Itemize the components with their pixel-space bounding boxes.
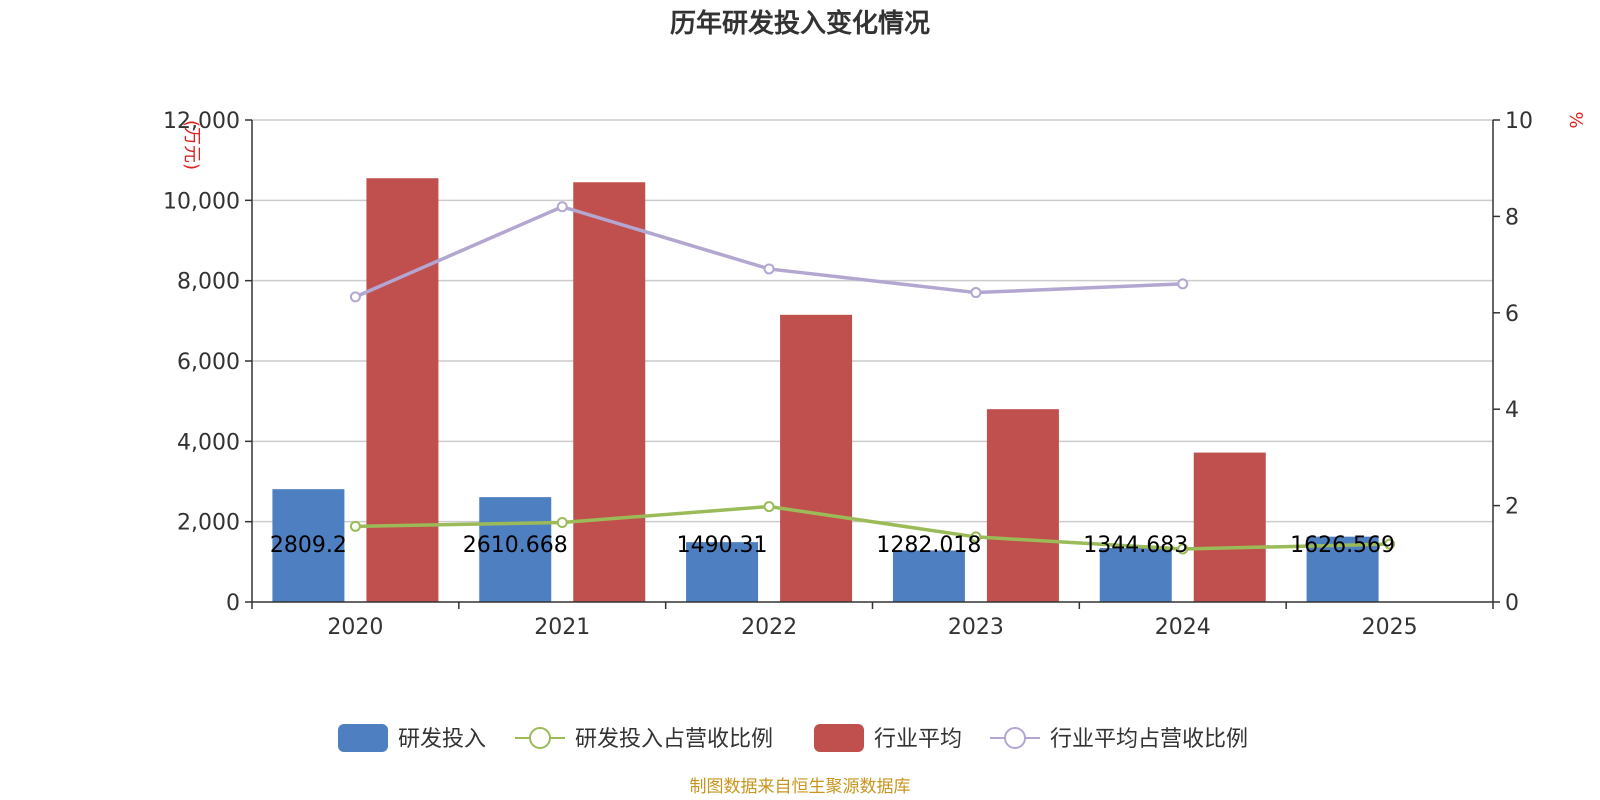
point-行业平均占营收比例 [970,287,982,299]
legend: 研发投入 研发投入占营收比例 行业平均 行业平均占营收比例 [338,724,1248,752]
line-研发投入占营收比例 [355,504,1390,551]
bar-行业平均 [573,182,646,602]
bar-data-label: 2610.668 [463,533,568,558]
line-行业平均占营收比例 [354,204,1183,299]
bar-行业平均 [780,314,853,602]
point-研发投入占营收比例 [1384,538,1396,550]
point-行业平均占营收比例 [763,263,775,275]
x-axis-tick-label: 2021 [534,615,590,640]
x-axis-tick-label: 2020 [327,615,383,640]
x-axis-tick-label: 2023 [948,615,1004,640]
point-行业平均占营收比例 [349,291,361,303]
right-axis-tick-label: 4 [1505,398,1519,423]
bar-行业平均 [986,409,1059,602]
bar-行业平均 [366,178,439,602]
left-axis-tick-label: 8,000 [177,270,240,295]
left-axis-tick-label: 10,000 [163,189,240,214]
point-研发投入占营收比例 [763,501,775,513]
left-axis-unit: (万元) [181,120,202,170]
point-研发投入占营收比例 [349,520,361,532]
right-axis-tick-label: 2 [1505,495,1519,520]
left-axis-tick-label: 2,000 [177,511,240,536]
left-axis-tick-label: 4,000 [177,430,240,455]
bar-研发投入 [1099,547,1172,602]
bar-研发投入 [686,542,759,602]
source-note: 制图数据来自恒生聚源数据库 [690,777,911,797]
legend-label: 行业平均占营收比例 [1050,727,1248,752]
bar-行业平均 [1193,452,1266,602]
bar-data-label: 1344.683 [1083,533,1188,558]
right-axis-tick-label: 0 [1505,591,1519,616]
bar-研发投入 [892,550,965,602]
point-行业平均占营收比例 [556,201,568,213]
legend-label: 研发投入占营收比例 [575,727,773,752]
right-axis-tick-label: 10 [1505,109,1533,134]
bar-data-label: 1490.31 [677,533,768,558]
x-axis-tick-label: 2024 [1155,615,1211,640]
legend-marker-行业平均占营收比例 [1004,727,1026,749]
bar-研发投入 [272,489,345,602]
bar-data-label: 2809.2 [270,533,347,558]
left-axis-tick-label: 6,000 [177,350,240,375]
data-labels: 2809.2 2610.668 1490.31 1282.018 1344.683 162… [270,533,1395,558]
right-axis-tick-label: 6 [1505,302,1519,327]
right-axis-tick-label: 8 [1505,205,1519,230]
chart-title: 历年研发投入变化情况 [670,8,930,39]
left-axis-tick-label: 12,000 [163,109,240,134]
bar-data-label: 1282.018 [876,533,981,558]
legend-swatch-研发投入 [338,724,388,752]
legend-marker-研发投入占营收比例 [529,727,551,749]
point-研发投入占营收比例 [556,516,568,528]
x-axis-tick-label: 2025 [1362,615,1418,640]
legend-label: 行业平均 [874,727,962,752]
right-axis-unit: % [1565,111,1586,128]
point-行业平均占营收比例 [1177,278,1189,290]
point-研发投入占营收比例 [1177,543,1189,555]
left-axis-tick-label: 0 [226,591,240,616]
point-研发投入占营收比例 [970,531,982,543]
legend-swatch-行业平均 [814,724,864,752]
axes: 0 2,000 4,000 6,000 8,000 10,000 12,000 0 2 4 6 8 10… [163,109,1533,640]
bar-研发投入 [479,497,552,602]
x-axis-tick-label: 2022 [741,615,797,640]
legend-label: 研发投入 [398,727,486,752]
lines [349,201,1396,555]
bars [272,178,1379,602]
bar-data-label: 1626.569 [1290,533,1395,558]
